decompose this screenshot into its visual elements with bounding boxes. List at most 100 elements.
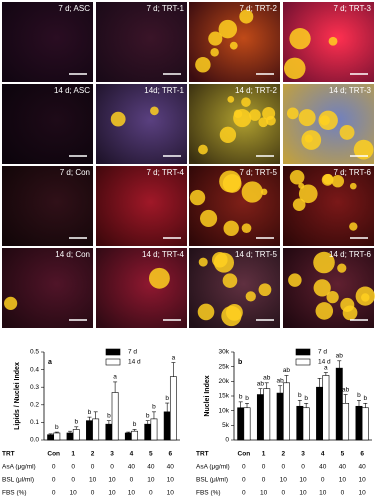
bar	[105, 423, 113, 441]
bar	[282, 382, 290, 441]
x-tick-label: 6	[168, 451, 172, 458]
y-tick-label: 0.5	[30, 349, 39, 356]
lipid-droplet	[298, 184, 318, 204]
table-cell: 10	[280, 477, 288, 484]
table-cell: 0	[281, 490, 285, 497]
legend-swatch	[295, 348, 311, 356]
lipid-droplet	[241, 181, 263, 203]
bar	[53, 432, 61, 441]
x-tick-label: Con	[47, 451, 60, 458]
bar	[276, 392, 284, 441]
x-tick-label: 1	[262, 451, 266, 458]
lipid-droplet	[289, 169, 305, 185]
bar	[131, 430, 138, 441]
table-cell: 0	[341, 490, 345, 497]
bar	[316, 386, 324, 441]
image-label: 14 d; Con	[55, 250, 90, 259]
image-label: 7 d; TRT-1	[147, 4, 185, 13]
lipid-droplet	[313, 279, 331, 297]
lipid-droplet	[241, 223, 252, 234]
y-tick-label: 10k	[219, 407, 230, 414]
lipid-droplet	[337, 263, 347, 273]
lipid-droplet	[241, 97, 251, 107]
lipid-droplet	[315, 302, 334, 320]
lipid-droplet	[233, 109, 252, 128]
y-axis-title: Nuclei Index	[204, 375, 211, 416]
lipid-droplet	[361, 293, 370, 302]
lipid-droplet	[349, 182, 357, 190]
table-cell: 40	[319, 464, 327, 471]
image-label: 7 d; TRT-4	[147, 168, 185, 177]
significance-letter: b	[245, 395, 249, 402]
lipid-droplet	[249, 109, 261, 121]
lipid-droplet	[340, 297, 355, 312]
lipid-droplet	[227, 96, 235, 103]
table-cell: 0	[91, 464, 95, 471]
micrograph	[2, 248, 93, 328]
lipid-droplet	[301, 130, 322, 150]
table-cell: 0	[262, 464, 266, 471]
legend-label: 14 d	[128, 359, 141, 366]
bar	[361, 407, 369, 441]
table-cell: 0	[281, 464, 285, 471]
lipid-droplet	[197, 303, 215, 321]
bar	[256, 394, 264, 441]
lipid-droplet	[110, 111, 126, 127]
lipid-droplet	[239, 9, 254, 24]
lipid-droplet	[319, 115, 330, 126]
table-row-label: AsA (μg/ml)	[196, 464, 230, 471]
y-axis-title: Lipids / Nuclei Index	[14, 362, 21, 430]
x-tick-label: 3	[301, 451, 305, 458]
table-cell: 40	[167, 464, 175, 471]
lipid-droplet	[288, 273, 302, 287]
y-tick-label: 0	[225, 437, 229, 444]
image-label: 14 d; ASC	[54, 86, 90, 95]
bar	[111, 392, 119, 441]
lipid-droplet	[349, 222, 358, 231]
y-tick-label: 5k	[222, 422, 230, 429]
bar	[296, 405, 304, 441]
x-tick-label: 3	[110, 451, 114, 458]
lipid-droplet	[289, 28, 311, 50]
table-cell: 10	[299, 490, 307, 497]
x-axis-title: TRT	[196, 451, 209, 458]
bar	[163, 411, 171, 441]
lipid-droplet	[148, 267, 170, 289]
y-tick-label: 0.0	[30, 437, 39, 444]
lipid-droplet	[218, 19, 238, 39]
lipid-droplet	[328, 36, 338, 46]
significance-letter: b	[363, 395, 367, 402]
table-cell: 0	[242, 477, 246, 484]
lipid-droplet	[292, 198, 306, 211]
x-tick-label: 5	[341, 451, 345, 458]
x-tick-label: 6	[360, 451, 364, 458]
table-cell: 10	[339, 477, 347, 484]
table-cell: 0	[52, 477, 56, 484]
table-cell: 0	[242, 464, 246, 471]
lipid-droplet	[245, 291, 256, 302]
image-label: 14 d; TRT-4	[142, 250, 185, 259]
significance-letter: b	[239, 394, 243, 401]
image-label: 7 d; TRT-6	[334, 168, 372, 177]
x-tick-label: 4	[130, 451, 134, 458]
bar	[355, 405, 363, 441]
table-row-label: BSL (μl/ml)	[2, 477, 34, 484]
table-cell: 0	[262, 477, 266, 484]
significance-letter: b	[304, 395, 308, 402]
lipid-droplet	[189, 189, 206, 206]
table-cell: 0	[130, 477, 134, 484]
x-axis-title: TRT	[2, 451, 15, 458]
significance-letter: ab	[257, 380, 265, 387]
y-tick-label: 30k	[219, 349, 230, 356]
table-cell: 0	[242, 490, 246, 497]
bar	[335, 367, 343, 441]
lipid-droplet	[286, 107, 299, 120]
table-cell: 10	[359, 490, 367, 497]
bar	[144, 423, 152, 441]
table-cell: 10	[108, 490, 116, 497]
lipid-droplet	[353, 139, 374, 160]
table-cell: 10	[70, 490, 78, 497]
significance-letter: ab	[342, 386, 350, 393]
table-cell: 10	[128, 490, 136, 497]
